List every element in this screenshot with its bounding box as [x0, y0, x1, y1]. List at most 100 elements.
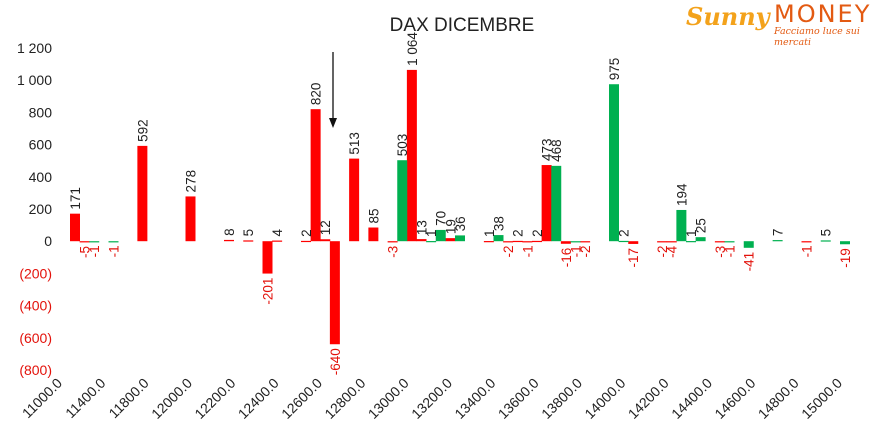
- logo-tagline: Facciamo luce sui mercati: [774, 26, 860, 48]
- bar: [262, 241, 273, 274]
- y-tick-label: 400: [29, 169, 53, 185]
- data-label: 19: [443, 219, 458, 234]
- data-label: 25: [694, 218, 709, 233]
- data-label: -4: [665, 245, 680, 257]
- x-tick-label: 11800.0: [105, 375, 152, 422]
- bar: [70, 213, 80, 242]
- bar: [320, 239, 331, 242]
- bar: [840, 241, 850, 245]
- x-tick-label: 13600.0: [495, 375, 542, 422]
- data-label: 38: [492, 216, 507, 231]
- data-label: -2: [578, 246, 593, 258]
- data-label: 12: [318, 220, 333, 235]
- data-label: 8: [222, 228, 237, 236]
- data-label: 1: [684, 230, 699, 238]
- bar: [666, 241, 677, 243]
- bar: [628, 241, 639, 244]
- data-label: -2: [501, 246, 516, 258]
- data-label: 36: [453, 216, 468, 231]
- bar: [272, 240, 283, 242]
- y-tick-label: (200): [19, 265, 52, 281]
- bar: [820, 240, 831, 242]
- bar: [570, 241, 581, 243]
- x-tick-label: 12200.0: [191, 375, 238, 422]
- bar: [618, 240, 629, 243]
- data-label: -2: [655, 246, 670, 258]
- data-label: -3: [713, 246, 728, 258]
- bar: [522, 241, 533, 243]
- x-tick-label: 14200.0: [625, 375, 672, 422]
- data-label: -1: [723, 245, 738, 257]
- chart-title: DAX DICEMBRE: [390, 15, 535, 36]
- x-tick-label: 12000.0: [148, 375, 195, 422]
- bar: [743, 241, 754, 248]
- bar: [512, 240, 523, 243]
- logo-sunny: Sunny: [686, 2, 770, 31]
- bar: [368, 227, 379, 242]
- bar: [224, 239, 234, 242]
- x-tick-label: 13000.0: [365, 375, 412, 422]
- bar: [609, 84, 619, 242]
- bar: [329, 241, 340, 345]
- bar: [349, 158, 360, 242]
- bar: [310, 109, 321, 242]
- data-label: -201: [261, 278, 276, 305]
- data-label: -1: [107, 245, 122, 257]
- bar: [243, 240, 254, 242]
- data-label: -1: [520, 245, 535, 257]
- data-label: 2: [299, 229, 314, 237]
- bar: [301, 240, 311, 243]
- data-label: -16: [559, 248, 574, 268]
- data-label: 2: [530, 229, 545, 237]
- data-label: 5: [819, 229, 834, 237]
- x-tick-label: 12400.0: [235, 375, 282, 422]
- y-tick-label: (600): [19, 330, 52, 346]
- y-tick-label: (400): [19, 298, 52, 314]
- x-tick-label: 11000.0: [19, 375, 66, 422]
- data-label: 1 064: [405, 32, 420, 66]
- bar: [560, 241, 571, 244]
- data-label: -19: [838, 248, 853, 268]
- arrow-annotation: [329, 52, 337, 128]
- bar: [676, 209, 687, 242]
- data-label: -17: [626, 248, 641, 268]
- bar: [801, 241, 812, 243]
- bar: [714, 241, 725, 243]
- logo: Sunny MONEY Facciamo luce sui mercati: [686, 0, 886, 48]
- data-label: 85: [366, 208, 381, 223]
- data-label: -3: [386, 246, 401, 258]
- bar: [185, 196, 196, 242]
- bar: [79, 241, 90, 243]
- y-tick-label: 200: [29, 201, 53, 217]
- x-tick-label: 14400.0: [668, 375, 715, 422]
- x-tick-label: 13400.0: [451, 375, 498, 422]
- data-label: 468: [549, 139, 564, 162]
- data-label: 278: [184, 170, 199, 193]
- bar: [445, 238, 456, 242]
- bar: [541, 165, 552, 242]
- y-axis: 1 200 1 000 800 600 400 200 0 (200) (400) (600) (8…: [17, 40, 52, 378]
- x-tick-label: 15000.0: [798, 375, 845, 422]
- data-label: 473: [540, 139, 555, 162]
- x-tick-label: 12600.0: [278, 375, 325, 422]
- bar: [387, 241, 398, 243]
- data-label: -1: [87, 245, 102, 257]
- bars: [70, 69, 850, 345]
- bar: [406, 69, 417, 242]
- data-label: 1: [482, 230, 497, 238]
- bar: [580, 241, 591, 243]
- data-label: -41: [742, 252, 757, 272]
- bar: [695, 237, 706, 242]
- y-tick-label: 1 200: [17, 40, 52, 56]
- bar: [483, 241, 494, 243]
- bar: [397, 160, 408, 242]
- x-tick-label: 11400.0: [62, 375, 109, 422]
- bar: [89, 241, 100, 243]
- bar: [551, 165, 562, 242]
- data-label: 70: [434, 211, 449, 226]
- bar: [493, 235, 504, 242]
- logo-money: MONEY: [774, 0, 872, 28]
- y-tick-label: 1 000: [17, 72, 52, 88]
